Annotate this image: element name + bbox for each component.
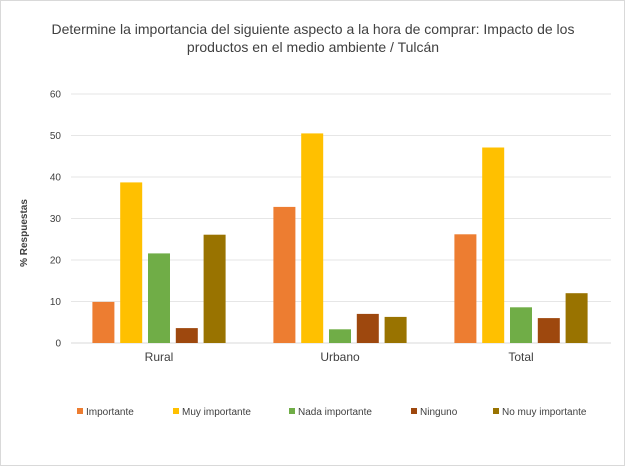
legend-item: Importante — [77, 407, 134, 418]
legend-swatch — [493, 408, 499, 414]
y-tick-label: 40 — [50, 173, 62, 184]
legend-label: Nada importante — [298, 407, 372, 418]
bar — [148, 253, 170, 343]
chart-title-line-1: Determine la importancia del siguiente a… — [52, 21, 575, 37]
y-axis-label: % Respuestas — [19, 199, 30, 267]
bar — [120, 182, 143, 343]
bar — [510, 307, 532, 343]
bar — [203, 234, 226, 343]
legend-swatch — [173, 408, 179, 414]
legend-swatch — [77, 408, 83, 414]
y-tick-label: 0 — [55, 339, 61, 350]
legend-label: Importante — [86, 407, 134, 418]
bar — [565, 293, 588, 343]
bar — [273, 206, 296, 343]
bar — [175, 328, 198, 343]
legend-label: Ninguno — [420, 407, 458, 418]
legend: Importante Muy importante Nada importante N… — [77, 407, 587, 418]
category-label: Urbano — [320, 350, 360, 364]
y-axis-ticks: 0 10 20 30 40 50 60 — [50, 90, 62, 350]
bar — [537, 318, 560, 343]
bar — [301, 133, 324, 343]
bar — [329, 329, 351, 343]
bar — [454, 234, 477, 343]
legend-item: Ninguno — [411, 407, 458, 418]
legend-swatch — [289, 408, 295, 414]
bar — [356, 313, 379, 343]
y-tick-label: 20 — [50, 256, 62, 267]
legend-label: Muy importante — [182, 407, 251, 418]
y-tick-label: 30 — [50, 214, 62, 225]
y-tick-label: 10 — [50, 297, 62, 308]
y-tick-label: 50 — [50, 131, 62, 142]
legend-item: Muy importante — [173, 407, 251, 418]
chart-title-line-2: productos en el medio ambiente / Tulcán — [187, 39, 439, 55]
category-label: Rural — [145, 350, 174, 364]
legend-label: No muy importante — [502, 407, 587, 418]
category-labels: Rural Urbano Total — [145, 350, 534, 364]
bars — [92, 133, 588, 343]
legend-swatch — [411, 408, 417, 414]
legend-item: No muy importante — [493, 407, 587, 418]
bar — [92, 301, 115, 343]
bar — [384, 316, 407, 343]
y-tick-label: 60 — [50, 90, 62, 101]
bar — [482, 147, 505, 343]
category-label: Total — [508, 350, 533, 364]
legend-item: Nada importante — [289, 407, 372, 418]
